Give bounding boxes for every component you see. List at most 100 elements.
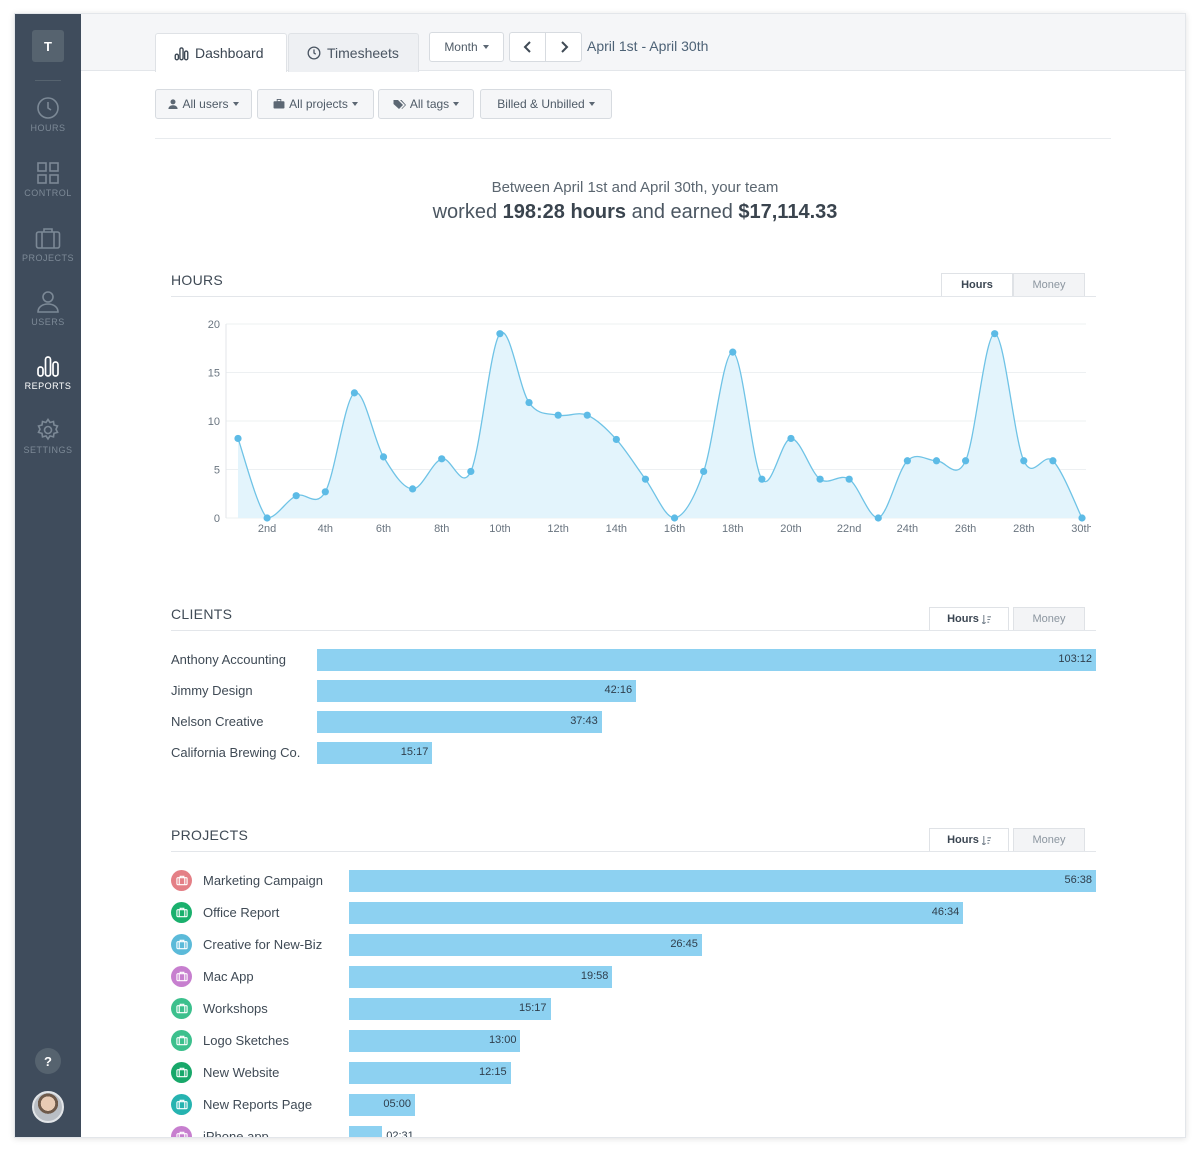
projects-toggle-money[interactable]: Money xyxy=(1013,828,1085,851)
x-tick-label: 18th xyxy=(722,523,743,535)
filter-label: Billed & Unbilled xyxy=(497,97,585,111)
sidebar-item-control[interactable]: CONTROL xyxy=(15,161,81,221)
data-point xyxy=(874,514,882,522)
data-point xyxy=(409,485,417,493)
client-bar[interactable]: 37:43 xyxy=(317,711,602,733)
period-select[interactable]: Month xyxy=(429,32,504,62)
caret-down-icon xyxy=(232,102,239,106)
client-name: California Brewing Co. xyxy=(171,745,301,760)
hours-chart: 0 5 10 15 20 2nd 4th 6th 8th 10th 12th 14th 16th 18th… xyxy=(208,319,1091,535)
summary-text: worked xyxy=(432,201,498,223)
section-divider xyxy=(171,851,1096,852)
bar-value: 37:43 xyxy=(570,715,598,727)
total-hours: 198:28 hours xyxy=(502,201,627,223)
filter-label: All tags xyxy=(409,97,450,111)
project-bar[interactable]: 56:38 xyxy=(349,870,1096,892)
bar-value: 12:15 xyxy=(479,1066,507,1078)
tab-timesheets[interactable]: Timesheets xyxy=(288,33,419,72)
data-point xyxy=(234,434,242,443)
hours-toggle-money[interactable]: Money xyxy=(1013,273,1085,296)
data-point xyxy=(350,389,359,397)
project-icon xyxy=(171,902,192,923)
sidebar-item-projects[interactable]: PROJECTS xyxy=(15,226,81,286)
projects-filter[interactable]: All projects xyxy=(257,89,374,119)
sidebar-item-settings[interactable]: SETTINGS xyxy=(15,418,81,478)
tab-dashboard[interactable]: Dashboard xyxy=(155,33,287,72)
project-bar[interactable]: 12:15 xyxy=(349,1062,511,1084)
briefcase-icon xyxy=(175,939,188,950)
total-money: $17,114.33 xyxy=(738,201,838,223)
app-window: T HOURS CONTROL PROJECTS USERS REPORTS S… xyxy=(14,13,1186,1138)
data-point xyxy=(1078,514,1086,522)
project-icon xyxy=(171,966,192,987)
y-tick-label: 15 xyxy=(208,368,220,380)
tab-label: Dashboard xyxy=(195,45,264,61)
project-name: New Website xyxy=(203,1065,280,1080)
summary-totals: worked 198:28 hours and earned $17,114.3… xyxy=(15,201,1185,224)
client-bar[interactable]: 42:16 xyxy=(317,680,637,702)
chevron-right-icon xyxy=(560,41,568,53)
x-tick-label: 8th xyxy=(434,523,449,535)
data-point xyxy=(321,488,329,496)
x-tick-label: 20th xyxy=(780,523,801,535)
project-name: Creative for New-Biz xyxy=(203,937,323,952)
briefcase-icon xyxy=(35,228,61,249)
y-tick-label: 5 xyxy=(214,465,220,477)
bar-value: 103:12 xyxy=(1058,653,1092,665)
team-switcher[interactable]: T xyxy=(32,30,64,62)
users-filter[interactable]: All users xyxy=(155,89,252,119)
bar-value: 13:00 xyxy=(488,1034,517,1046)
project-bar[interactable]: 02:31 xyxy=(349,1126,414,1137)
data-point xyxy=(438,455,446,463)
toggle-label: Money xyxy=(1032,613,1066,625)
data-point xyxy=(641,475,650,483)
help-button[interactable]: ? xyxy=(35,1048,61,1074)
clients-toggle-hours[interactable]: Hours xyxy=(929,607,1009,630)
bar-value: 46:34 xyxy=(931,906,960,918)
data-point xyxy=(554,411,562,419)
data-point xyxy=(525,398,533,407)
billing-filter[interactable]: Billed & Unbilled xyxy=(480,89,612,119)
project-bar[interactable]: 15:17 xyxy=(349,998,551,1020)
sidebar-item-users[interactable]: USERS xyxy=(15,290,81,350)
sidebar-item-label: SETTINGS xyxy=(23,445,73,455)
briefcase-icon xyxy=(175,971,188,982)
hours-toggle-hours[interactable]: Hours xyxy=(941,273,1013,296)
user-icon xyxy=(168,99,179,109)
avatar[interactable] xyxy=(32,1091,64,1123)
briefcase-icon xyxy=(175,1099,188,1110)
bar-value: 19:58 xyxy=(580,970,609,982)
client-bar[interactable]: 103:12 xyxy=(317,649,1096,671)
prev-period-button[interactable] xyxy=(509,32,546,62)
sort-icon xyxy=(981,614,991,624)
y-tick-label: 0 xyxy=(214,513,220,525)
data-point xyxy=(991,330,999,338)
caret-down-icon xyxy=(453,102,460,106)
clients-toggle-money[interactable]: Money xyxy=(1013,607,1085,630)
summary-line: Between April 1st and April 30th, your t… xyxy=(491,179,779,196)
project-bar[interactable]: 19:58 xyxy=(349,966,613,988)
date-range: April 1st - April 30th xyxy=(587,38,709,54)
projects-toggle-hours[interactable]: Hours xyxy=(929,828,1009,851)
tags-filter[interactable]: All tags xyxy=(378,89,474,119)
sidebar-item-hours[interactable]: HOURS xyxy=(15,96,81,156)
filter-label: All users xyxy=(182,97,229,111)
project-bar[interactable]: 46:34 xyxy=(349,902,964,924)
data-point xyxy=(932,457,941,465)
briefcase-icon xyxy=(175,1003,188,1014)
bar-value: 05:00 xyxy=(383,1098,411,1110)
project-name: Office Report xyxy=(203,905,280,920)
sidebar-item-reports[interactable]: REPORTS xyxy=(15,354,81,414)
bar-value: 15:17 xyxy=(519,1002,547,1014)
divider xyxy=(155,138,1111,139)
project-bar[interactable]: 05:00 xyxy=(349,1094,415,1116)
next-period-button[interactable] xyxy=(545,32,582,62)
data-point xyxy=(787,434,795,443)
project-bar[interactable]: 13:00 xyxy=(349,1030,521,1052)
sidebar-divider xyxy=(35,80,61,81)
data-point xyxy=(816,475,824,483)
client-bar[interactable]: 15:17 xyxy=(317,742,433,764)
client-name: Jimmy Design xyxy=(171,683,253,698)
project-bar[interactable]: 26:45 xyxy=(349,934,702,956)
data-point xyxy=(845,475,853,483)
